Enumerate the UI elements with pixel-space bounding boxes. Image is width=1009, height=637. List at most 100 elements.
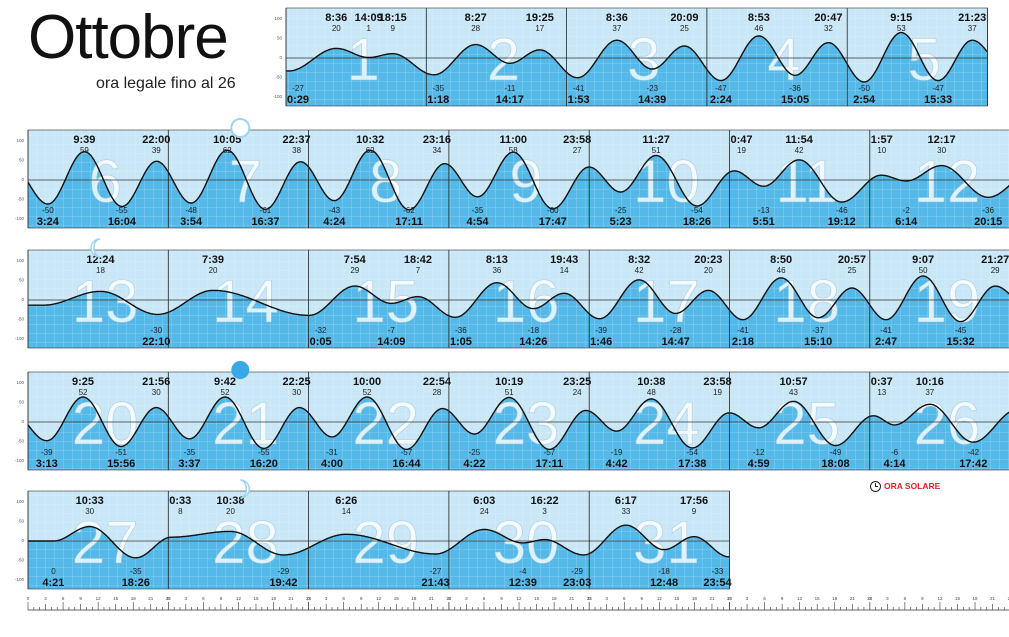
low-tide-time: 15:33 xyxy=(924,94,952,106)
y-tick-label: -100 xyxy=(15,458,25,463)
low-tide-height: -39 xyxy=(595,326,607,335)
low-tide-time: 19:42 xyxy=(269,577,297,589)
hour-tick-label: 3 xyxy=(746,596,749,601)
high-tide-time: 12:24 xyxy=(86,254,115,266)
high-tide-time: 0:37 xyxy=(871,376,893,388)
low-tide-time: 17:42 xyxy=(959,458,987,470)
low-tide-height: -36 xyxy=(982,206,994,215)
high-tide-height: 9 xyxy=(692,507,697,516)
high-tide-time: 16:22 xyxy=(531,495,559,507)
high-tide-time: 10:16 xyxy=(916,376,944,388)
y-tick-label: 100 xyxy=(16,499,24,504)
low-tide-height: -23 xyxy=(646,84,658,93)
low-tide-time: 14:26 xyxy=(519,336,547,348)
y-tick-label: 100 xyxy=(274,16,282,21)
hour-tick-label: 12 xyxy=(797,596,803,601)
low-tide-height: -41 xyxy=(573,84,585,93)
high-tide-time: 6:17 xyxy=(615,495,637,507)
high-tide-height: 32 xyxy=(824,24,833,33)
hour-tick-label: 21 xyxy=(569,596,575,601)
high-tide-time: 19:25 xyxy=(526,12,554,24)
low-tide-height: -29 xyxy=(571,567,583,576)
y-tick-label: 50 xyxy=(19,400,25,405)
low-tide-height: -7 xyxy=(388,326,396,335)
low-tide-height: -35 xyxy=(130,567,142,576)
low-tide-time: 2:18 xyxy=(732,336,754,348)
high-tide-time: 0:33 xyxy=(169,495,191,507)
clock-icon xyxy=(870,480,881,492)
y-tick-label: -100 xyxy=(15,336,25,341)
low-tide-time: 2:24 xyxy=(710,94,733,106)
y-tick-label: -50 xyxy=(17,197,24,202)
high-tide-height: 9 xyxy=(390,24,395,33)
low-tide-time: 14:47 xyxy=(662,336,690,348)
high-tide-time: 22:00 xyxy=(142,134,170,146)
high-tide-height: 28 xyxy=(471,24,480,33)
high-tide-time: 6:26 xyxy=(335,495,357,507)
y-tick-label: -100 xyxy=(15,216,25,221)
high-tide-height: 42 xyxy=(795,146,804,155)
low-tide-height: -27 xyxy=(430,567,442,576)
y-tick-label: 0 xyxy=(21,419,24,424)
high-tide-height: 58 xyxy=(509,146,518,155)
low-tide-time: 12:48 xyxy=(650,577,678,589)
hour-tick-label: 0 xyxy=(869,596,872,601)
hour-tick-label: 3 xyxy=(886,596,889,601)
high-tide-time: 8:36 xyxy=(325,12,347,24)
low-tide-height: -4 xyxy=(519,567,527,576)
crescent-moon-icon xyxy=(90,238,101,258)
low-tide-height: -11 xyxy=(504,84,516,93)
high-tide-time: 8:32 xyxy=(628,254,650,266)
low-tide-time: 4:54 xyxy=(467,216,490,228)
hour-tick-label: 12 xyxy=(236,596,242,601)
high-tide-height: 30 xyxy=(152,388,161,397)
hour-tick-label: 6 xyxy=(763,596,766,601)
low-tide-time: 3:24 xyxy=(37,216,60,228)
high-tide-time: 22:37 xyxy=(283,134,311,146)
low-tide-height: -55 xyxy=(258,448,270,457)
hour-tick-label: 9 xyxy=(220,596,223,601)
high-tide-height: 20 xyxy=(209,266,218,275)
hour-tick-label: 24 xyxy=(1008,596,1009,601)
low-tide-time: 2:47 xyxy=(875,336,897,348)
day-number: 2 xyxy=(487,26,520,93)
low-tide-height: -39 xyxy=(41,448,53,457)
low-tide-time: 17:11 xyxy=(395,216,423,228)
day-number: 28 xyxy=(212,509,279,576)
low-tide-height: -48 xyxy=(185,206,197,215)
high-tide-height: 20 xyxy=(704,266,713,275)
high-tide-time: 11:54 xyxy=(785,134,813,146)
hour-tick-label: 15 xyxy=(815,596,821,601)
y-tick-label: -50 xyxy=(275,75,282,80)
high-tide-time: 23:58 xyxy=(703,376,731,388)
high-tide-height: 59 xyxy=(80,146,89,155)
high-tide-height: 51 xyxy=(505,388,514,397)
day-number: 11 xyxy=(776,148,838,215)
high-tide-height: 20 xyxy=(226,507,235,516)
hour-tick-label: 21 xyxy=(429,596,435,601)
high-tide-height: 52 xyxy=(221,388,230,397)
hour-tick-label: 3 xyxy=(465,596,468,601)
high-tide-height: 46 xyxy=(754,24,763,33)
high-tide-height: 19 xyxy=(737,146,746,155)
hour-tick-label: 12 xyxy=(96,596,102,601)
high-tide-time: 19:43 xyxy=(550,254,578,266)
low-tide-time: 4:22 xyxy=(463,458,485,470)
y-tick-label: -100 xyxy=(15,577,25,582)
y-tick-label: 50 xyxy=(19,158,25,163)
low-tide-time: 17:47 xyxy=(539,216,567,228)
high-tide-time: 21:27 xyxy=(981,254,1009,266)
hour-tick-label: 18 xyxy=(692,596,698,601)
high-tide-time: 9:39 xyxy=(73,134,95,146)
low-tide-time: 12:39 xyxy=(509,577,537,589)
high-tide-height: 28 xyxy=(432,388,441,397)
day-number: 22 xyxy=(352,390,419,457)
low-tide-height: -29 xyxy=(278,567,290,576)
row-border xyxy=(27,129,1009,229)
low-tide-time: 15:10 xyxy=(804,336,832,348)
low-tide-height: -54 xyxy=(691,206,703,215)
low-tide-time: 14:17 xyxy=(496,94,524,106)
high-tide-time: 7:39 xyxy=(202,254,224,266)
high-tide-height: 3 xyxy=(542,507,547,516)
